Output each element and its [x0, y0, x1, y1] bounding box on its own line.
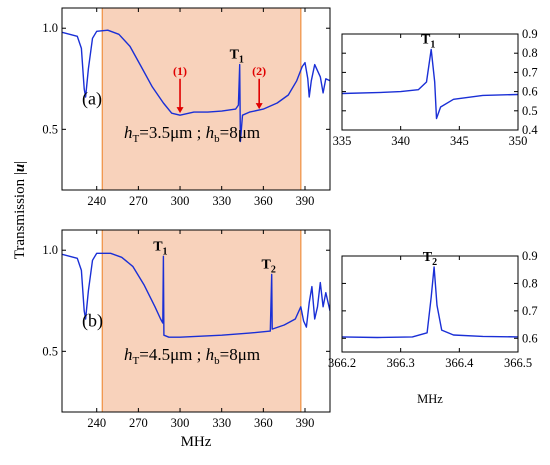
x-tick-label: 335	[333, 134, 352, 148]
y-tick-label: 0.9	[522, 27, 538, 41]
y-tick-label: 0.9	[522, 249, 538, 263]
series-line	[342, 266, 518, 339]
x-tick-label: 360	[254, 194, 273, 208]
x-tick-label: 366.2	[328, 356, 356, 370]
plot-frame	[61, 229, 331, 413]
x-tick-label: 350	[509, 134, 528, 148]
arrow-head	[255, 103, 263, 110]
arrow-head	[176, 107, 184, 114]
series-line	[62, 252, 330, 338]
marker-label-t_2: T2	[262, 257, 276, 275]
y-tick-label: 0.5	[522, 104, 538, 118]
x-tick-label: 340	[391, 134, 410, 148]
series-line	[342, 48, 518, 120]
x-tick-label: 270	[129, 416, 148, 430]
arrow-label: (2)	[252, 64, 266, 78]
x-tick-label: 366.5	[504, 356, 532, 370]
x-tick-label: 345	[450, 134, 469, 148]
panel-b-inset: 366.2 366.3 366.4 366.5 0.6 0.7 0.8 0.9 T2	[328, 249, 538, 370]
x-tick-label: 240	[87, 194, 106, 208]
x-tick-label: 390	[296, 416, 315, 430]
panel-a: 240 270 300 330 360 390 0.5 1.0 T1 (1) (2) (a) hT=3.…	[42, 7, 331, 208]
plot-frame	[61, 7, 331, 191]
y-tick-label: 0.7	[522, 304, 538, 318]
y-tick-label: 0.7	[522, 65, 538, 79]
inset-x-axis-title: MHz	[417, 392, 443, 406]
x-tick-label: 270	[129, 194, 148, 208]
y-tick-label: 0.5	[42, 122, 58, 136]
plot-frame	[341, 33, 519, 131]
x-tick-label: 366.3	[387, 356, 415, 370]
panel-b: 240 270 300 330 360 390 0.5 1.0 T1 T2 (b) hT=4.5μm …	[42, 229, 331, 430]
y-tick-label: 0.8	[522, 276, 538, 290]
x-tick-label: 330	[212, 416, 231, 430]
marker-label-t_2: T2	[423, 250, 437, 268]
shaded-band	[102, 8, 301, 190]
marker-label-t_1: T1	[153, 239, 167, 257]
parameter-text: hT=4.5μm ; hb=8μm	[124, 345, 260, 367]
y-tick-label: 0.6	[522, 85, 538, 99]
series-line	[62, 29, 330, 143]
y-tick-label: 1.0	[42, 21, 58, 35]
y-axis-title: Transmission |u|	[12, 161, 28, 259]
x-tick-label: 330	[212, 194, 231, 208]
shaded-band	[102, 230, 301, 412]
y-tick-label: 0.4	[522, 123, 538, 137]
plot-frame	[341, 255, 519, 353]
y-tick-label: 0.8	[522, 46, 538, 60]
x-tick-label: 366.4	[445, 356, 474, 370]
panel-label: (b)	[82, 310, 103, 331]
x-tick-label: 240	[87, 416, 106, 430]
marker-label-t_1: T1	[230, 48, 244, 66]
x-tick-label: 390	[296, 194, 315, 208]
x-tick-label: 300	[171, 194, 190, 208]
parameter-text: hT=3.5μm ; hb=8μm	[124, 123, 260, 145]
marker-label-t_1: T1	[421, 32, 435, 50]
arrow-label: (1)	[173, 64, 187, 78]
x-tick-label: 360	[254, 416, 273, 430]
y-tick-label: 0.5	[42, 344, 58, 358]
x-axis-title: MHz	[181, 434, 212, 450]
panel-label: (a)	[82, 88, 102, 109]
x-tick-label: 300	[171, 416, 190, 430]
y-tick-label: 0.6	[522, 331, 538, 345]
y-tick-label: 1.0	[42, 243, 58, 257]
